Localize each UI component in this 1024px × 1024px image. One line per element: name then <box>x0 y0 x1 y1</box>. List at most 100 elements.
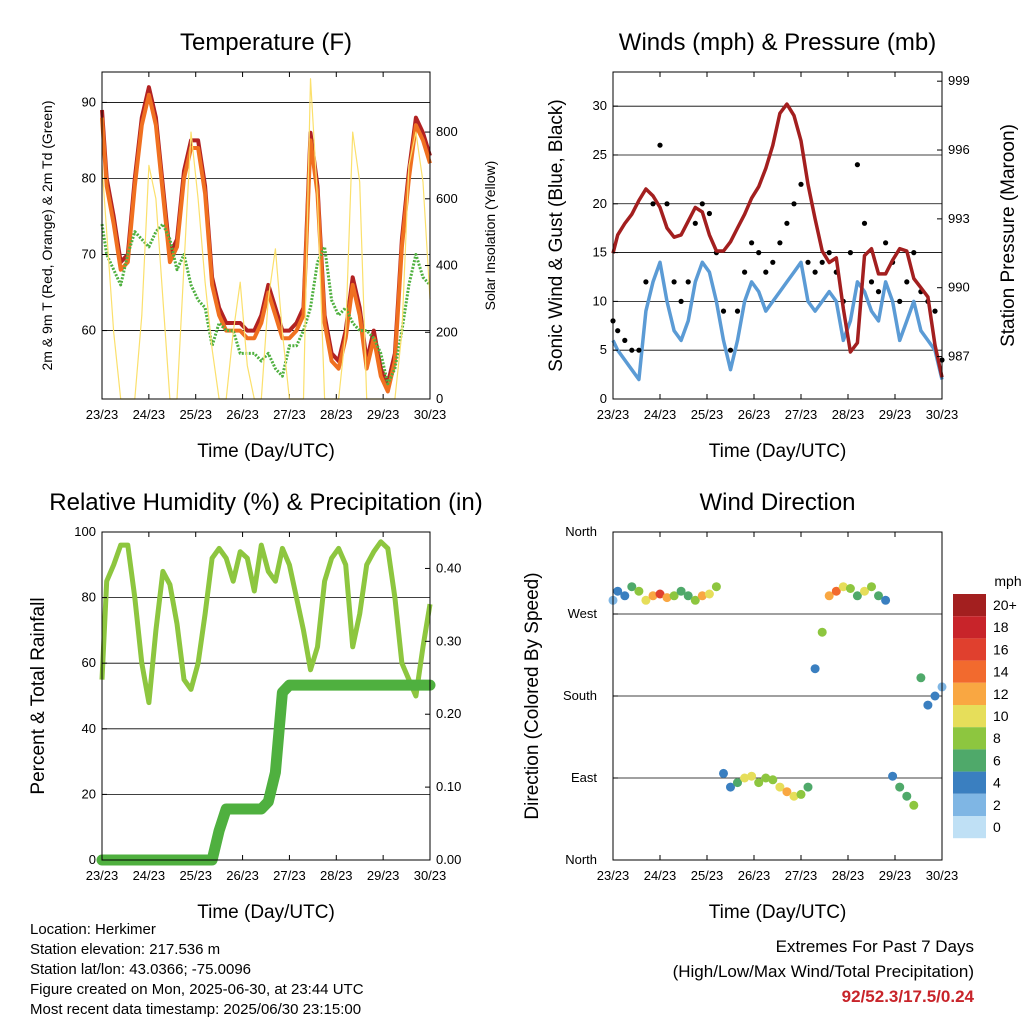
gust-point <box>911 250 917 256</box>
direction-point <box>768 775 778 785</box>
x-tick-label: 25/23 <box>691 868 724 883</box>
direction-point <box>923 700 933 710</box>
direction-point <box>874 591 883 601</box>
direction-point <box>902 791 912 801</box>
chart-title: Temperature (F) <box>180 29 352 56</box>
direction-point <box>697 591 707 601</box>
gust-point <box>784 220 790 226</box>
y-tick-label: 80 <box>82 170 96 185</box>
direction-point <box>747 771 757 781</box>
direction-point <box>838 582 848 592</box>
y-tick-label: North <box>565 852 597 867</box>
direction-point <box>803 782 813 792</box>
y-tick-label: 80 <box>82 590 96 605</box>
gust-point <box>657 142 663 148</box>
direction-point <box>704 589 714 599</box>
direction-point <box>740 773 750 783</box>
gust-point <box>720 308 727 314</box>
gust-point <box>671 279 677 285</box>
direction-point <box>831 586 841 596</box>
gust-point <box>854 162 861 168</box>
x-tick-label: 30/23 <box>926 407 959 422</box>
series-sonic-wind <box>611 260 944 382</box>
direction-point <box>761 773 771 783</box>
colorbar-swatch <box>953 638 986 661</box>
y-right-tick-label: 0.30 <box>436 633 461 648</box>
gust-point <box>629 347 635 353</box>
direction-point <box>789 791 799 801</box>
y-tick-label: 25 <box>593 147 607 162</box>
y-axis-title: 2m & 9m T (Red, Orange) & 2m Td (Green) <box>39 101 55 371</box>
x-tick-label: 29/23 <box>367 407 400 422</box>
x-axis-title: Time (Day/UTC) <box>197 441 335 462</box>
colorbar: mph 20+ 18 16 14 12 10 8 6 4 2 0 <box>953 573 1022 839</box>
colorbar-label: 10 <box>993 708 1009 724</box>
x-tick-label: 28/23 <box>832 407 865 422</box>
direction-point <box>895 782 905 792</box>
x-tick-label: 28/23 <box>320 407 353 422</box>
gust-point <box>770 259 776 265</box>
plot-border <box>101 71 431 400</box>
series-station-pressure <box>611 102 944 378</box>
gust-point <box>904 279 910 285</box>
direction-point <box>634 586 644 596</box>
y-tick-label: 70 <box>82 247 96 262</box>
y-tick-label: 15 <box>593 245 607 260</box>
y-tick-label: 0 <box>600 391 607 406</box>
station-info: Location: Herkimer Station elevation: 21… <box>30 920 364 1020</box>
gust-point <box>819 259 825 265</box>
gust-point <box>875 289 882 295</box>
y-right-tick-label: 400 <box>436 258 458 273</box>
x-tick-label: 27/23 <box>273 407 306 422</box>
plot-border <box>101 531 431 861</box>
colorbar-swatch <box>953 771 986 794</box>
x-axis-title: Time (Day/UTC) <box>197 902 335 923</box>
panel-winds: Winds (mph) & Pressure (mb) 23/23 24/23 25/… <box>546 29 1019 462</box>
x-tick-label: 30/23 <box>926 868 959 883</box>
direction-point <box>930 691 940 701</box>
y-tick-label: South <box>563 688 597 703</box>
direction-point <box>881 595 891 605</box>
gust-point <box>812 269 818 275</box>
direction-point <box>726 782 735 792</box>
gust-point <box>777 240 783 246</box>
y-right-axis-title: Station Pressure (Maroon) <box>998 124 1019 347</box>
y-tick-label: 60 <box>82 655 96 670</box>
direction-point <box>620 591 630 601</box>
colorbar-swatch <box>953 660 986 683</box>
direction-point <box>860 586 869 596</box>
gust-point <box>826 250 832 256</box>
colorbar-swatch <box>953 616 986 639</box>
y-right-tick-label: 200 <box>436 324 458 339</box>
gust-point <box>798 181 804 187</box>
direction-point <box>867 582 876 592</box>
elevation-text: Station elevation: 217.536 m <box>30 941 221 958</box>
colorbar-label: 16 <box>993 641 1009 657</box>
x-tick-label: 23/23 <box>597 407 630 422</box>
y-tick-label: North <box>565 524 597 539</box>
colorbar-label: 4 <box>993 775 1001 791</box>
y-axis-title: Direction (Colored By Speed) <box>522 572 543 819</box>
chart-title: Winds (mph) & Pressure (mb) <box>619 29 936 56</box>
colorbar-swatch <box>953 682 986 705</box>
direction-point <box>690 595 700 605</box>
y-right-tick-label: 600 <box>436 191 458 206</box>
y-right-tick-label: 0.20 <box>436 706 461 721</box>
y-right-tick-label: 990 <box>948 280 970 295</box>
x-axis-title: Time (Day/UTC) <box>709 441 847 462</box>
direction-point <box>916 673 926 683</box>
x-tick-label: 28/23 <box>832 868 865 883</box>
colorbar-label: 12 <box>993 686 1009 702</box>
panel-winddir: Wind Direction 23/23 24/23 25/23 26/23 27/23 2… <box>522 489 1022 923</box>
y-tick-label: 30 <box>593 98 607 113</box>
y-axis-title: Percent & Total Rainfall <box>28 597 49 794</box>
gust-point <box>699 201 705 207</box>
x-tick-label: 26/23 <box>738 868 771 883</box>
direction-point <box>719 768 728 778</box>
y-tick-label: East <box>571 770 597 785</box>
colorbar-swatch <box>953 793 986 816</box>
direction-point <box>810 664 820 674</box>
y-tick-label: 100 <box>74 524 96 539</box>
y-right-tick-label: 0.10 <box>436 779 461 794</box>
